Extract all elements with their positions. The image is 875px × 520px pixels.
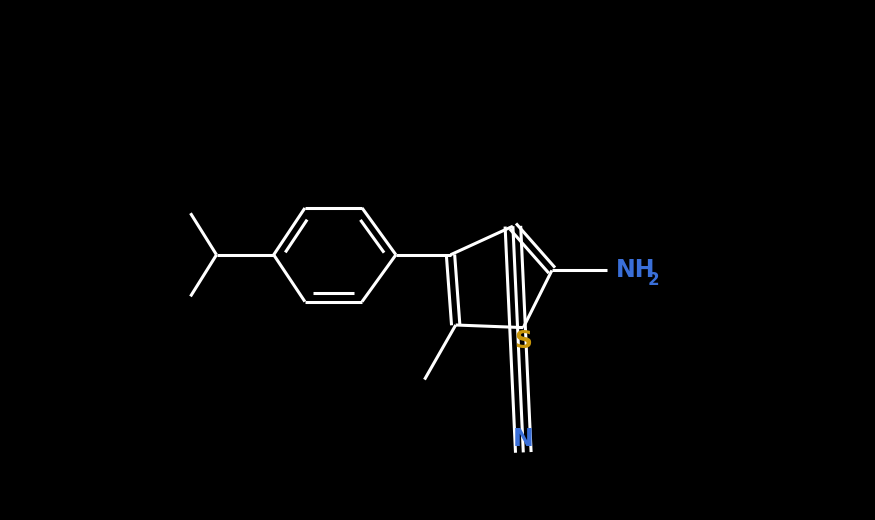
Text: N: N (513, 427, 534, 451)
Text: NH: NH (616, 258, 655, 282)
Text: 2: 2 (648, 271, 660, 289)
Text: S: S (514, 329, 532, 353)
